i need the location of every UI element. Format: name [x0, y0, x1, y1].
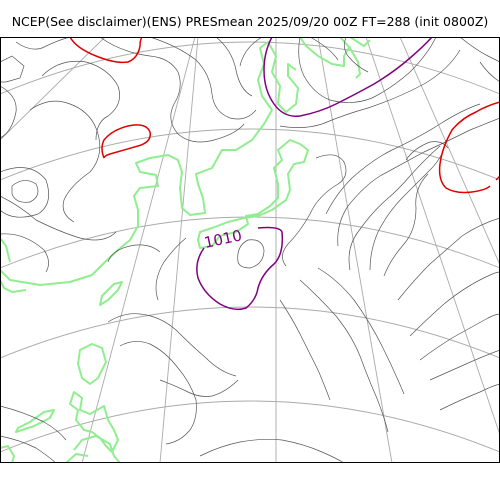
coastline-philippines: [65, 453, 89, 463]
map-title: NCEP(See disclaimer)(ENS) PRESmean 2025/…: [11, 14, 489, 29]
isobar: [369, 139, 447, 271]
isobar: [0, 195, 117, 241]
isobar: [397, 217, 500, 301]
isobar: [215, 37, 253, 97]
longitude-line: [399, 37, 500, 266]
isobar: [298, 37, 437, 103]
coastline-mainland: [339, 37, 361, 79]
isobar: [337, 117, 500, 247]
isobar: [159, 379, 239, 397]
isobar: [29, 100, 101, 223]
latitude-line: [0, 400, 500, 453]
coastline-island: [349, 37, 371, 47]
graticule: [0, 37, 500, 463]
isobar: [282, 154, 347, 267]
isobar: [279, 299, 331, 401]
isobar: [0, 85, 17, 139]
isobar: [0, 233, 49, 273]
isobar-high-line: [69, 37, 143, 64]
isobar: [479, 61, 500, 83]
isobar: [0, 55, 25, 83]
isobar: [149, 37, 257, 120]
isobar-1010-line: [263, 37, 433, 117]
coastline-mainland: [0, 41, 299, 286]
isobar: [41, 60, 120, 141]
isobar: [429, 349, 500, 381]
longitude-line: [317, 37, 393, 463]
latitude-line: [0, 41, 500, 95]
isobar: [15, 37, 71, 50]
isobar: [299, 279, 389, 433]
isobar: [348, 145, 441, 271]
coastline-borneo: [15, 409, 55, 433]
coastline-philippines: [69, 391, 119, 453]
isobar: [383, 173, 429, 277]
coastline-mainland: [0, 237, 11, 263]
coastline-mainland: [0, 279, 27, 293]
longitude-line: [81, 37, 196, 463]
isobar: [279, 49, 461, 128]
isobar: [317, 267, 405, 395]
coastline-taiwan: [77, 343, 107, 385]
isobar: [155, 237, 187, 301]
isobar: [239, 37, 263, 67]
longitude-line: [0, 37, 106, 141]
coastlines: [0, 37, 371, 463]
isobar: [237, 239, 265, 269]
isobar-1010: [196, 37, 433, 311]
coastline-island: [99, 281, 123, 306]
map-frame: [0, 37, 500, 463]
isobar: [107, 313, 237, 377]
longitude-line: [365, 37, 500, 436]
isobar: [119, 341, 197, 445]
isobar: [11, 180, 39, 203]
isobars: [0, 37, 500, 463]
isobar: [99, 37, 245, 143]
coastline-peninsula: [197, 139, 309, 249]
isobar-high: [69, 37, 500, 194]
isobar: [439, 383, 500, 411]
isobar: [107, 244, 161, 263]
isobar: [459, 37, 500, 63]
isobar: [405, 141, 449, 161]
isobar: [0, 167, 49, 218]
isobar: [0, 435, 57, 463]
isobar-1010-line: [196, 226, 284, 311]
isobar: [344, 37, 369, 73]
coastline-philippines: [73, 435, 121, 463]
latitude-line: [0, 306, 500, 359]
isobar: [199, 438, 345, 463]
longitude-line: [159, 37, 199, 463]
isobar-high-line: [438, 101, 500, 194]
latitude-line: [0, 216, 500, 269]
coastline-mainland: [299, 37, 351, 67]
isobar-high-line: [101, 124, 151, 159]
coastline-island: [0, 445, 15, 463]
latitude-line: [0, 128, 500, 181]
isobar: [419, 313, 500, 361]
isobar: [409, 271, 500, 337]
isobar: [309, 37, 339, 61]
isobar: [0, 405, 67, 441]
isobar: [325, 103, 481, 215]
